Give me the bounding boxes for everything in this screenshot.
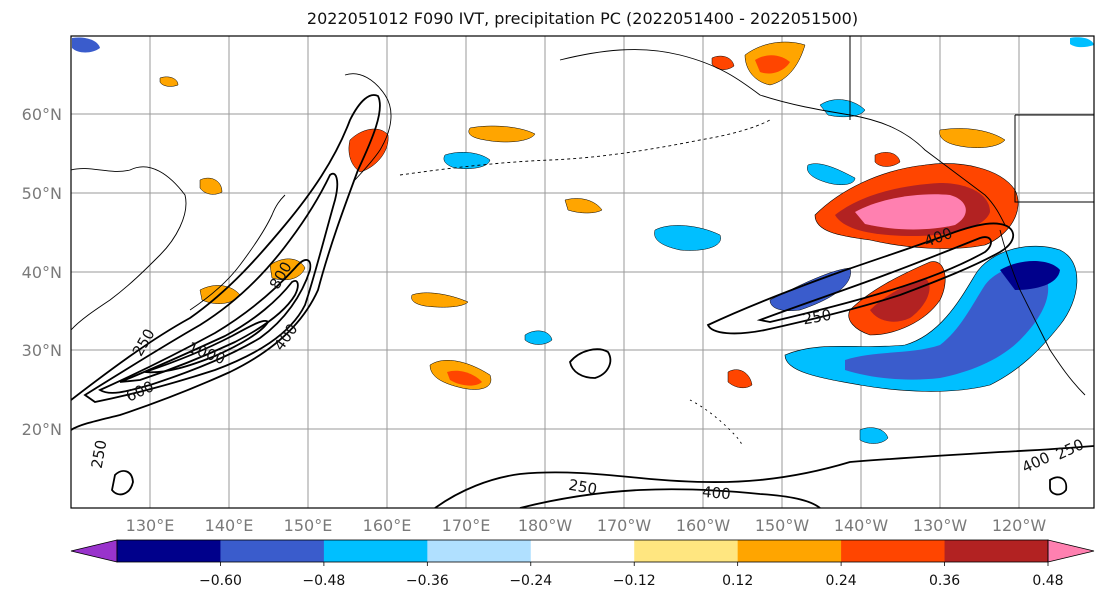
precip-negative-area xyxy=(654,225,721,251)
precip-positive-area xyxy=(855,194,966,230)
colorbar-swatch xyxy=(427,540,532,562)
colorbar-swatch xyxy=(944,540,1049,562)
colorbar-label: 0.24 xyxy=(826,573,857,589)
lon-tick-label: 170°E xyxy=(442,516,491,535)
ivt-contour-250-west xyxy=(71,94,381,431)
colorbar-swatch xyxy=(841,540,946,562)
lon-tick-label: 140°E xyxy=(205,516,254,535)
colorbar-swatch xyxy=(220,540,325,562)
precip-positive-area xyxy=(411,292,469,308)
ivt-contour-800-west xyxy=(119,280,299,383)
ivt-contour-250-east xyxy=(706,222,1015,335)
precip-negative-area xyxy=(72,37,100,53)
precip-positive-area xyxy=(447,370,482,386)
precip-positive-area xyxy=(755,55,790,74)
precip-positive-area xyxy=(874,152,901,167)
lon-tick-label: 150°W xyxy=(755,516,810,535)
colorbar-frame xyxy=(116,539,1049,563)
state-borders xyxy=(849,36,1094,203)
coastlines xyxy=(71,49,1086,446)
coastline-japan xyxy=(189,194,286,311)
lat-tick-label: 60°N xyxy=(22,105,62,124)
precip-positive-area xyxy=(564,198,603,214)
colorbar-label: 0.36 xyxy=(929,573,960,589)
coastline-north-america xyxy=(999,229,1086,396)
colorbar-label: −0.24 xyxy=(509,573,552,589)
colorbar-label: 0.12 xyxy=(722,573,753,589)
lon-tick-label: 160°W xyxy=(676,516,731,535)
colorbar-swatch xyxy=(323,540,428,562)
lon-tick-label: 130°W xyxy=(913,516,968,535)
precip-negative-area xyxy=(819,99,866,118)
lat-tick-label: 50°N xyxy=(22,184,62,203)
precip-positive-area xyxy=(199,177,223,195)
latitude-labels: 60°N 50°N 40°N 30°N 20°N xyxy=(22,105,62,439)
precip-negative-area xyxy=(443,152,491,169)
precip-negative-area xyxy=(524,330,553,345)
coastline-aleutians xyxy=(399,119,771,176)
contour-label: 250 xyxy=(88,438,111,469)
map-title: 2022051012 F090 IVT, precipitation PC (2… xyxy=(306,9,859,28)
lon-tick-label: 180°W xyxy=(518,516,573,535)
ivt-contour-closed xyxy=(111,470,134,496)
lon-tick-label: 160°E xyxy=(363,516,412,535)
contour-label: 250 xyxy=(801,306,832,329)
colorbar-extend-high xyxy=(1047,539,1095,563)
precip-negative-area xyxy=(859,427,889,444)
graticule xyxy=(71,36,1094,508)
colorbar-extend-low xyxy=(70,539,118,563)
lat-tick-label: 40°N xyxy=(22,263,62,282)
contour-label: 400 xyxy=(701,483,731,503)
ivt-contour-closed xyxy=(569,348,612,379)
colorbar-label: −0.60 xyxy=(199,573,242,589)
ivt-contours xyxy=(71,94,1094,508)
ivt-contour-600-west xyxy=(98,259,312,394)
colorbar-label: −0.48 xyxy=(302,573,345,589)
colorbar-label: −0.12 xyxy=(613,573,656,589)
colorbar-swatch xyxy=(737,540,842,562)
coastline-kamchatka xyxy=(344,73,392,181)
precip-positive-area xyxy=(727,369,753,389)
lon-tick-label: 140°W xyxy=(834,516,889,535)
lat-tick-label: 20°N xyxy=(22,420,62,439)
ivt-contour-250-south xyxy=(434,445,1094,508)
lon-tick-label: 120°W xyxy=(992,516,1047,535)
precip-positive-area xyxy=(348,128,389,173)
ivt-contour-400-west xyxy=(83,172,339,403)
precip-negative-area xyxy=(845,267,1049,380)
lon-tick-label: 170°W xyxy=(597,516,652,535)
ivt-contour-closed xyxy=(1049,476,1068,496)
precip-negative-area xyxy=(1070,37,1094,48)
ivt-contour-400-south xyxy=(519,488,821,508)
longitude-labels: 130°E 140°E 150°E 160°E 170°E 180°W 170°W 160°W… xyxy=(126,516,1047,535)
lat-tick-label: 30°N xyxy=(22,341,62,360)
precip-positive-area xyxy=(468,125,536,143)
precip-negative-area xyxy=(769,267,851,311)
lon-tick-label: 150°E xyxy=(284,516,333,535)
colorbar-swatch xyxy=(634,540,739,562)
map-frame xyxy=(70,35,1095,509)
colorbar-swatch xyxy=(117,540,221,562)
coastline-asia xyxy=(71,166,187,331)
colorbar-swatch xyxy=(530,540,635,562)
precip-positive-area xyxy=(939,128,1006,148)
precip-negative-area xyxy=(1000,261,1060,290)
coastline-alaska xyxy=(559,49,1006,226)
lon-tick-label: 130°E xyxy=(126,516,175,535)
precip-positive-area xyxy=(159,76,179,87)
colorbar-label: −0.36 xyxy=(406,573,449,589)
colorbar-label: 0.48 xyxy=(1032,573,1063,589)
colorbar: −0.60 −0.48 −0.36 −0.24 −0.12 0.12 0.24 0.36 0.4… xyxy=(70,539,1095,589)
ivt-contour-400-east xyxy=(756,236,992,323)
ivt-contour-1000-west xyxy=(144,320,270,374)
contour-label: 250 xyxy=(567,476,598,499)
precip-negative-area xyxy=(807,163,856,186)
precip-positive-area xyxy=(269,258,306,281)
